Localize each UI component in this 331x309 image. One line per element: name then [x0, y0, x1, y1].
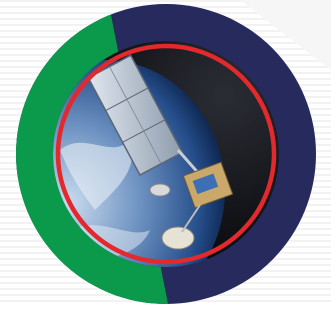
page — [0, 0, 331, 304]
antenna-dish — [150, 184, 170, 196]
logo-image — [0, 0, 331, 304]
antenna-dish — [162, 227, 194, 249]
